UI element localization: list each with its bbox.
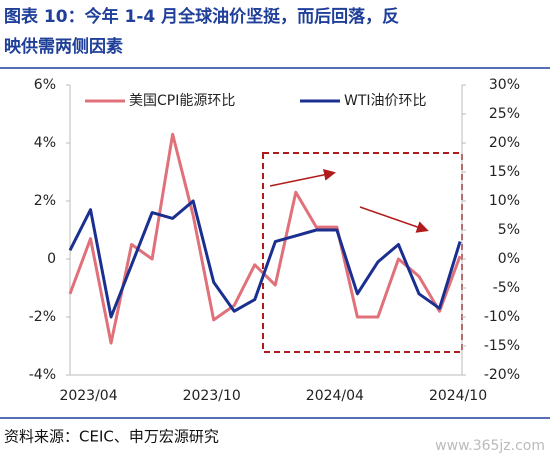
y2-tick-label: 15% (489, 164, 520, 180)
y2-tick-label: 25% (489, 106, 520, 122)
y2-tick-label: 10% (489, 193, 520, 209)
x-tick-label: 2023/04 (59, 388, 117, 404)
series-line (68, 132, 462, 345)
y-tick-label: -4% (29, 367, 56, 383)
series-line (68, 199, 462, 319)
y-tick-label: -2% (29, 309, 56, 325)
y2-tick-label: 30% (489, 77, 520, 93)
y2-tick-label: 20% (489, 135, 520, 151)
arrow-down (359, 206, 429, 233)
y2-tick-label: 0% (498, 251, 520, 267)
y2-tick-label: -15% (484, 338, 520, 354)
x-tick-label: 2024/10 (429, 388, 487, 404)
watermark: www.365jz.com (435, 438, 545, 454)
chart-title-line2: 映供需两侧因素 (4, 36, 123, 57)
x-tick-label: 2023/10 (183, 388, 241, 404)
y2-tick-label: -5% (493, 280, 520, 296)
y2-tick-label: 5% (498, 222, 520, 238)
y2-tick-label: -10% (484, 309, 520, 325)
y-tick-label: 6% (34, 77, 56, 93)
legend-label: WTI油价环比 (344, 93, 427, 109)
highlight-box (262, 152, 463, 353)
y-tick-label: 4% (34, 135, 56, 151)
y-tick-label: 2% (34, 193, 56, 209)
x-tick-label: 2024/04 (306, 388, 364, 404)
y2-tick-label: -20% (484, 367, 520, 383)
legend-label: 美国CPI能源环比 (129, 93, 235, 109)
arrow-up (269, 168, 336, 187)
y-tick-label: 0 (47, 251, 56, 267)
chart-title: 图表 10：今年 1-4 月全球油价坚挺，而后回落，反 (4, 6, 399, 27)
source: 资料来源：CEIC、申万宏源研究 (4, 428, 219, 446)
